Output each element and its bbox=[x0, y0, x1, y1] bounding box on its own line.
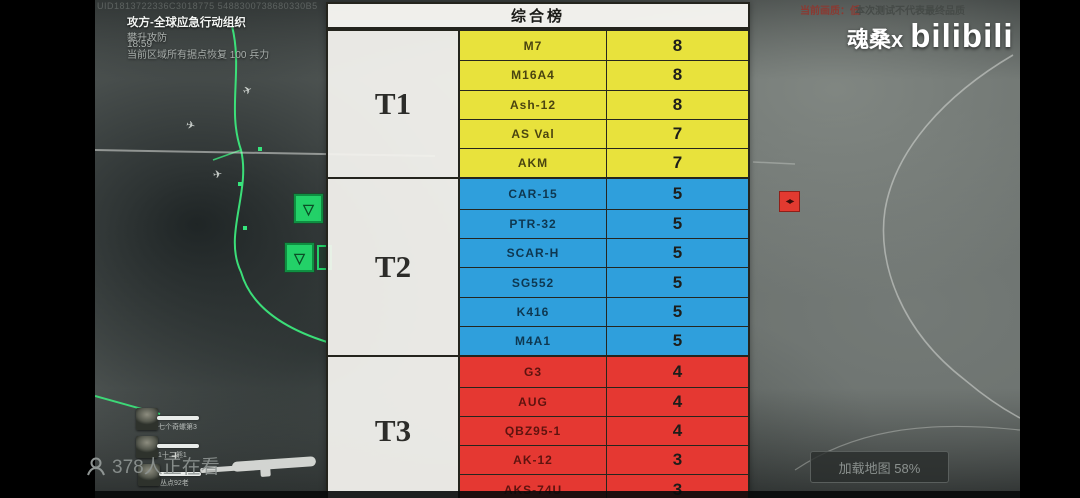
weapon-score: 5 bbox=[607, 179, 748, 209]
weapon-score: 8 bbox=[607, 61, 748, 90]
weapon-name: AUG bbox=[460, 387, 607, 416]
avatar bbox=[136, 436, 158, 458]
weapon-name: Ash-12 bbox=[460, 90, 607, 119]
bottom-hud-bar bbox=[95, 491, 1020, 498]
table-row: QBZ95-1 4 bbox=[460, 415, 748, 446]
teammate-name: 1十二熊1 bbox=[158, 452, 187, 459]
capture-point-icon: ▽ bbox=[294, 194, 323, 223]
brand-name-cn: 魂桑x bbox=[847, 27, 904, 52]
table-row: Ash-12 8 bbox=[460, 89, 748, 119]
tier-block-t2: T2 CAR-15 5 PTR-32 5 SCAR-H 5 SG552 5 K4… bbox=[328, 177, 748, 356]
table-row: K416 5 bbox=[460, 296, 748, 326]
capture-glyph: ▽ bbox=[303, 200, 314, 217]
table-row: M4A1 5 bbox=[460, 325, 748, 356]
weapon-name: AK-12 bbox=[460, 446, 607, 475]
table-title: 综合榜 bbox=[328, 4, 748, 29]
weapon-name: M4A1 bbox=[460, 326, 607, 356]
weapon-score: 3 bbox=[607, 446, 748, 475]
weapon-score: 7 bbox=[607, 119, 748, 149]
game-mode-label: 攀升攻防 bbox=[127, 32, 167, 44]
tier-block-t1: T1 M7 8 M16A4 8 Ash-12 8 AS Val 7 AKM 7 bbox=[328, 29, 748, 178]
capture-glyph: ▽ bbox=[294, 249, 305, 266]
weapon-name: M7 bbox=[460, 31, 607, 61]
stream-watermark: UID1813722336C3018775 5488300738680330B5 bbox=[97, 1, 318, 11]
table-row: G3 4 bbox=[460, 357, 748, 387]
weapon-name: SG552 bbox=[460, 268, 607, 297]
table-row: M7 8 bbox=[460, 31, 748, 61]
weapon-name: G3 bbox=[460, 357, 607, 387]
table-row: AUG 4 bbox=[460, 386, 748, 416]
map-dot-icon bbox=[243, 226, 247, 230]
weapon-score: 4 bbox=[607, 416, 748, 446]
weapon-name: PTR-32 bbox=[460, 209, 607, 239]
load-map-button[interactable]: 加载地图 58% bbox=[810, 451, 949, 483]
weapon-score: 7 bbox=[607, 149, 748, 178]
table-row: SCAR-H 5 bbox=[460, 238, 748, 268]
weapon-silhouette bbox=[200, 456, 316, 477]
table-row: SG552 5 bbox=[460, 267, 748, 297]
weapon-score: 8 bbox=[607, 31, 748, 61]
tier-label-t2: T2 bbox=[328, 179, 460, 356]
aircraft-icon: ✈ bbox=[212, 168, 224, 182]
weapon-score: 8 bbox=[607, 90, 748, 119]
teammate-entry: 七个奇螺第3 bbox=[136, 408, 236, 432]
match-timer: 18:59 bbox=[127, 38, 153, 50]
weapon-name: AKM bbox=[460, 149, 607, 178]
capture-point-icon: ▽ bbox=[285, 243, 314, 272]
teammate-name: 丛点92老 bbox=[160, 480, 189, 487]
viewer-count: 378人正在看 bbox=[84, 452, 220, 479]
weapon-name: SCAR-H bbox=[460, 239, 607, 268]
viewers-icon bbox=[87, 457, 105, 475]
weapon-score: 4 bbox=[607, 387, 748, 416]
test-disclaimer: 本次测试不代表最终品质 bbox=[855, 6, 965, 17]
viewer-count-label: 378人正在看 bbox=[112, 457, 220, 478]
weapon-name: AS Val bbox=[460, 119, 607, 149]
health-bar bbox=[157, 416, 199, 420]
table-row: PTR-32 5 bbox=[460, 208, 748, 239]
weapon-name: K416 bbox=[460, 297, 607, 326]
table-row: M16A4 8 bbox=[460, 60, 748, 90]
weapon-score: 5 bbox=[607, 268, 748, 297]
weapon-name: CAR-15 bbox=[460, 179, 607, 209]
bilibili-logo: bilibili bbox=[910, 17, 1014, 54]
tier-list-table: 综合榜 T1 M7 8 M16A4 8 Ash-12 8 AS Val 7 AK… bbox=[326, 2, 750, 498]
crosshair-icon: + bbox=[171, 448, 180, 465]
map-dot-icon bbox=[258, 147, 262, 151]
weapon-score: 5 bbox=[607, 239, 748, 268]
table-row: CAR-15 5 bbox=[460, 179, 748, 209]
teammate-entry: 1十二熊1 bbox=[136, 436, 236, 460]
avatar bbox=[138, 464, 160, 486]
avatar bbox=[136, 408, 158, 430]
signal-glyph: ◀▶ bbox=[785, 199, 794, 205]
table-row: AK-12 3 bbox=[460, 445, 748, 475]
graphics-quality-label: 当前画质：低 bbox=[800, 6, 860, 17]
teammate-name: 七个奇螺第3 bbox=[158, 424, 197, 431]
table-row: AS Val 7 bbox=[460, 118, 748, 149]
health-bar bbox=[159, 472, 201, 476]
health-bar bbox=[157, 444, 199, 448]
weapon-score: 5 bbox=[607, 209, 748, 239]
brand-logo: 魂桑x bilibili bbox=[847, 17, 1014, 55]
faction-title: 攻方-全球应急行动组织 bbox=[127, 17, 246, 29]
tier-block-t3: T3 G3 4 AUG 4 QBZ95-1 4 AK-12 3 AKS-74U … bbox=[328, 355, 748, 498]
tier-label-t3: T3 bbox=[328, 357, 460, 498]
weapon-name: QBZ95-1 bbox=[460, 416, 607, 446]
weapon-name: M16A4 bbox=[460, 61, 607, 90]
tier-label-t1: T1 bbox=[328, 31, 460, 178]
objective-text: 当前区域所有据点恢复 100 兵力 bbox=[127, 49, 270, 61]
weapon-score: 5 bbox=[607, 297, 748, 326]
weapon-score: 4 bbox=[607, 357, 748, 387]
signal-marker-icon: ◀▶ bbox=[779, 191, 800, 212]
teammate-entry: 丛点92老 bbox=[138, 464, 238, 488]
table-row: AKM 7 bbox=[460, 148, 748, 178]
weapon-score: 5 bbox=[607, 326, 748, 356]
map-dot-icon bbox=[238, 182, 242, 186]
